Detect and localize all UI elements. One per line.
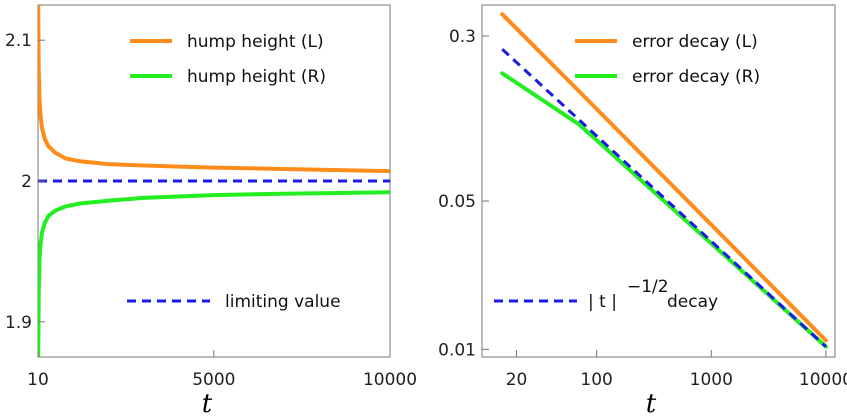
legend-label-error-R: error decay (R) bbox=[632, 67, 760, 87]
right-x-tick-label: 1000 bbox=[690, 370, 733, 390]
left-x-tick-label: 10 bbox=[27, 370, 49, 390]
right-x-tick-label: 10000 bbox=[799, 370, 847, 390]
legend-label-decay-word: decay bbox=[667, 292, 718, 312]
legend-label-limiting: limiting value bbox=[225, 292, 341, 312]
left-y-tick-label: 2 bbox=[21, 172, 32, 192]
left-series-hump-height-r bbox=[38, 190, 390, 357]
right-series-error-decay-l bbox=[500, 12, 828, 343]
left-panel: 10 5000 10000 1.9 2 2.1 hump height (L) hump … bbox=[5, 4, 417, 419]
right-x-axis-label: t bbox=[646, 389, 657, 419]
legend-label-hump-R: hump height (R) bbox=[187, 67, 326, 87]
right-series-error-decay-r bbox=[500, 71, 828, 349]
right-x-tick-label: 100 bbox=[580, 370, 612, 390]
left-y-tick-label: 2.1 bbox=[5, 31, 32, 51]
legend-label-error-L: error decay (L) bbox=[632, 32, 758, 52]
left-series-hump-height-l bbox=[38, 5, 390, 174]
right-series-t-1-2-decay bbox=[501, 48, 827, 348]
legend-label-decay-exponent: −1/2 bbox=[627, 277, 669, 297]
right-x-tick-label: 20 bbox=[506, 370, 528, 390]
right-tick-group: 20 100 1000 10000 0.01 0.05 0.3 bbox=[438, 27, 847, 390]
right-series-group bbox=[500, 12, 828, 349]
left-x-tick-label: 10000 bbox=[363, 370, 417, 390]
right-panel: 20 100 1000 10000 0.01 0.05 0.3 error decay (L… bbox=[438, 4, 847, 419]
left-y-tick-label: 1.9 bbox=[5, 313, 32, 333]
left-series-group bbox=[38, 5, 390, 357]
legend-label-decay-abs: | t | bbox=[588, 292, 617, 312]
right-y-tick-label: 0.05 bbox=[438, 192, 476, 212]
left-x-tick-label: 5000 bbox=[192, 370, 235, 390]
left-x-axis-label: t bbox=[202, 389, 213, 419]
left-tick-group: 10 5000 10000 1.9 2 2.1 bbox=[5, 31, 417, 390]
legend-label-hump-L: hump height (L) bbox=[187, 32, 324, 52]
right-plot-frame bbox=[481, 4, 836, 358]
right-y-tick-label: 0.3 bbox=[449, 27, 476, 47]
right-y-tick-label: 0.01 bbox=[438, 340, 476, 360]
